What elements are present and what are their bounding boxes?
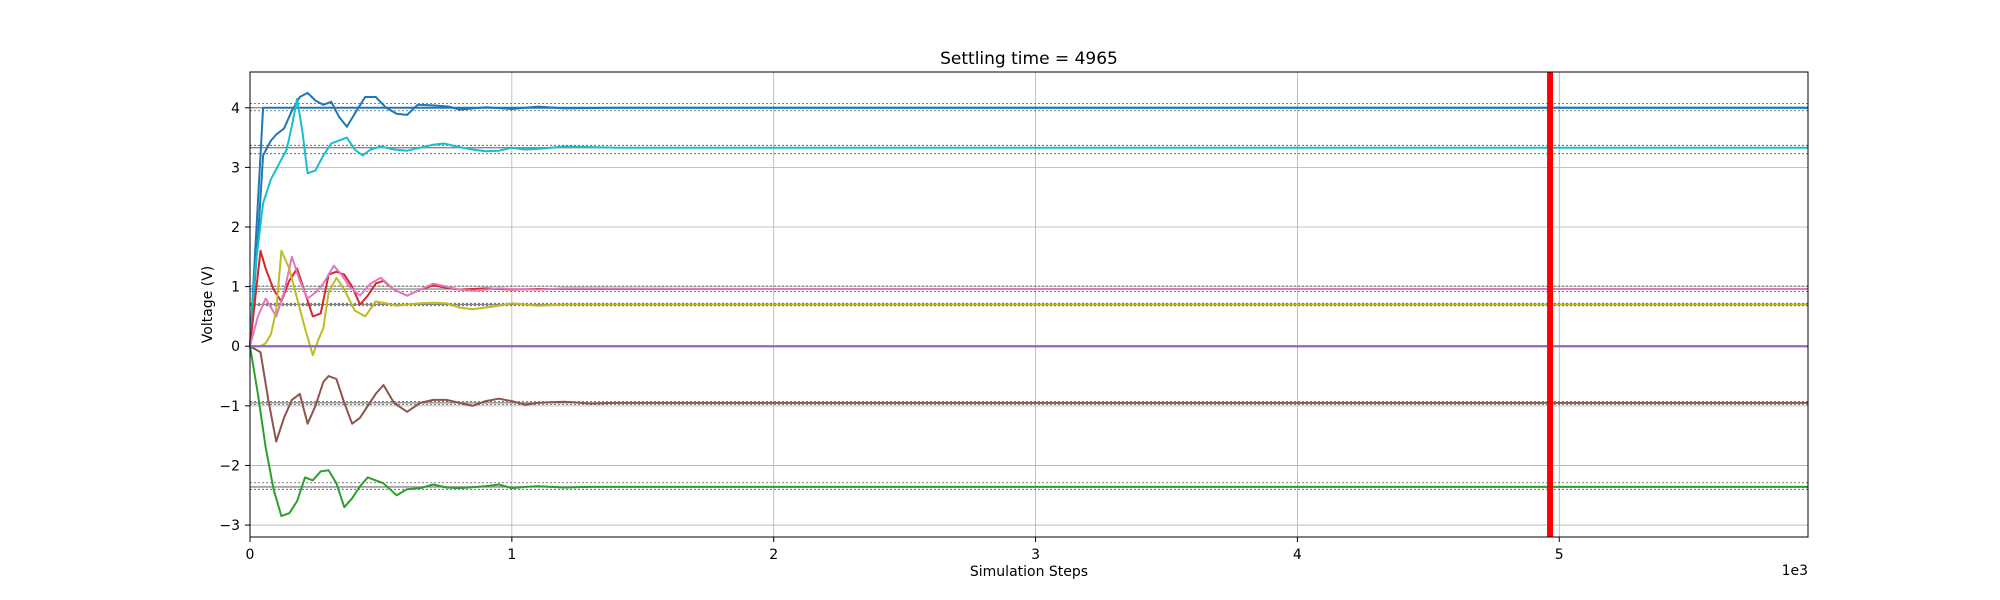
- series-lines: [249, 91, 1808, 518]
- x-tick-label: 1: [507, 547, 516, 563]
- y-tick-label: −1: [219, 399, 240, 415]
- series-line: [249, 255, 1808, 347]
- x-axis-offset-label: 1e3: [1782, 563, 1808, 579]
- y-tick-label: 0: [231, 339, 240, 355]
- x-tick-label: 0: [246, 547, 255, 563]
- y-tick-label: −3: [219, 518, 240, 534]
- x-axis-label: Simulation Steps: [970, 564, 1088, 580]
- y-tick-label: 2: [231, 220, 240, 236]
- x-tick-label: 4: [1293, 547, 1302, 563]
- x-tick-label: 2: [769, 547, 778, 563]
- series-line: [249, 97, 1808, 347]
- chart-title: Settling time = 4965: [940, 49, 1118, 69]
- axis-ticks: 0 1 2 3 4 5 −3 −2 −1 0 1 2 3 4: [219, 101, 1563, 563]
- y-tick-label: 1: [231, 280, 240, 296]
- axes-frame: [249, 71, 1809, 538]
- y-tick-label: 4: [231, 101, 240, 117]
- x-tick-label: 5: [1555, 547, 1564, 563]
- y-axis-label: Voltage (V): [200, 266, 216, 343]
- y-tick-label: −2: [219, 458, 240, 474]
- series-line: [249, 345, 1808, 443]
- series-line: [249, 346, 1808, 518]
- series-line: [249, 106, 1808, 347]
- series-line: [250, 249, 1808, 357]
- y-tick-label: 3: [231, 160, 240, 176]
- x-tick-label: 3: [1031, 547, 1040, 563]
